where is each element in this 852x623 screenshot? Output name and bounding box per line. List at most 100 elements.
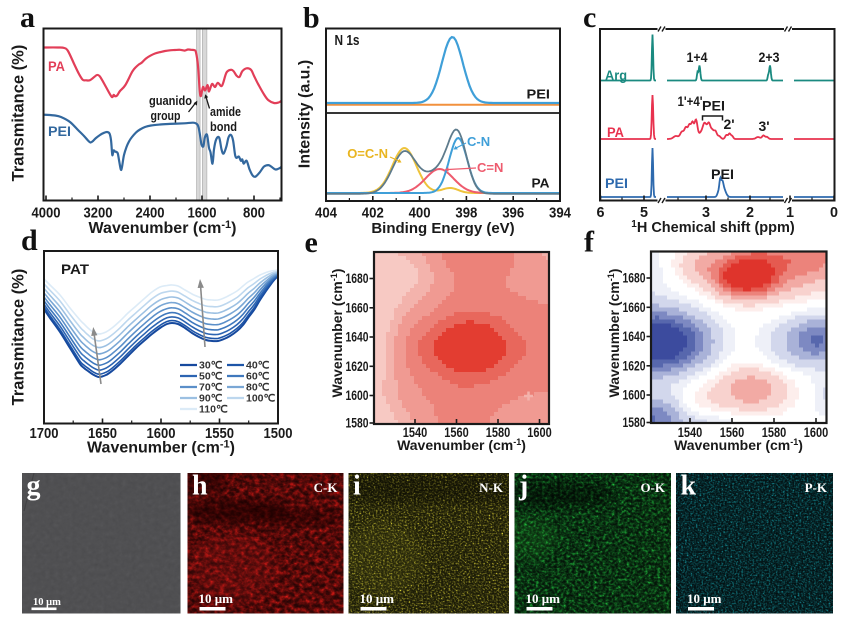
svg-text:a: a bbox=[20, 1, 35, 34]
svg-text:2+3: 2+3 bbox=[759, 49, 780, 65]
svg-text:C-K: C-K bbox=[314, 480, 339, 495]
svg-text:1580: 1580 bbox=[486, 424, 511, 440]
svg-text:PEI: PEI bbox=[711, 166, 734, 182]
svg-text:O=C-N: O=C-N bbox=[347, 146, 388, 161]
svg-text:N 1s: N 1s bbox=[335, 32, 360, 49]
svg-text:1580: 1580 bbox=[623, 415, 646, 430]
svg-text:Wavenumber (cm-1): Wavenumber (cm-1) bbox=[674, 437, 803, 453]
svg-text:amide: amide bbox=[210, 105, 241, 119]
svg-text:h: h bbox=[192, 471, 208, 502]
svg-text:110℃: 110℃ bbox=[199, 404, 228, 416]
svg-text:group: group bbox=[151, 109, 181, 123]
svg-text:50℃: 50℃ bbox=[199, 371, 223, 383]
svg-text:PEI: PEI bbox=[605, 176, 628, 191]
svg-text:80℃: 80℃ bbox=[246, 382, 270, 394]
svg-text:Transmitance (%): Transmitance (%) bbox=[10, 269, 28, 406]
svg-text:1H Chemical shift (ppm): 1H Chemical shift (ppm) bbox=[631, 219, 795, 236]
svg-text:1680: 1680 bbox=[346, 271, 369, 286]
svg-text:10 μm: 10 μm bbox=[687, 591, 722, 606]
svg-text:Wavenumber (cm-1): Wavenumber (cm-1) bbox=[89, 219, 237, 237]
svg-text:4000: 4000 bbox=[32, 205, 61, 222]
svg-text:Arg: Arg bbox=[605, 68, 627, 83]
svg-text:1600: 1600 bbox=[188, 205, 217, 222]
svg-text:d: d bbox=[21, 224, 38, 257]
svg-text:10 μm: 10 μm bbox=[199, 591, 234, 606]
svg-text:6: 6 bbox=[597, 204, 605, 221]
svg-text:C-N: C-N bbox=[467, 134, 490, 149]
svg-text:Wavenumber (cm-1): Wavenumber (cm-1) bbox=[87, 439, 235, 457]
svg-text:1600: 1600 bbox=[346, 388, 369, 403]
svg-text:b: b bbox=[303, 2, 320, 35]
svg-text:0: 0 bbox=[830, 204, 838, 221]
svg-text:guanido: guanido bbox=[149, 94, 192, 108]
svg-text:10 μm: 10 μm bbox=[360, 591, 395, 606]
svg-text:k: k bbox=[681, 471, 697, 502]
svg-text:1660: 1660 bbox=[623, 300, 646, 315]
svg-text:90℃: 90℃ bbox=[199, 393, 223, 405]
svg-text:1'+4': 1'+4' bbox=[678, 93, 703, 109]
svg-text:398: 398 bbox=[455, 205, 477, 222]
svg-text:396: 396 bbox=[502, 205, 524, 222]
svg-text:1600: 1600 bbox=[147, 425, 176, 442]
svg-text:10 μm: 10 μm bbox=[33, 597, 61, 608]
svg-text:1660: 1660 bbox=[346, 300, 369, 315]
svg-text:1: 1 bbox=[786, 204, 794, 221]
svg-text:e: e bbox=[305, 226, 318, 259]
svg-text:1560: 1560 bbox=[444, 424, 469, 440]
svg-text:400: 400 bbox=[409, 205, 431, 222]
svg-text:100℃: 100℃ bbox=[246, 393, 276, 405]
svg-text:Transmitance (%): Transmitance (%) bbox=[10, 45, 28, 182]
svg-text:3: 3 bbox=[702, 204, 710, 221]
svg-text:3200: 3200 bbox=[84, 205, 113, 222]
svg-text:1540: 1540 bbox=[403, 424, 428, 440]
svg-text:N-K: N-K bbox=[479, 480, 504, 495]
svg-text:3': 3' bbox=[758, 118, 769, 134]
svg-text:800: 800 bbox=[243, 205, 265, 222]
svg-text:70℃: 70℃ bbox=[199, 382, 223, 394]
svg-text:PA: PA bbox=[48, 59, 65, 74]
svg-text:g: g bbox=[27, 471, 41, 502]
svg-text:j: j bbox=[518, 471, 528, 502]
svg-text:1680: 1680 bbox=[623, 271, 646, 286]
svg-text:Intensity (a.u.): Intensity (a.u.) bbox=[297, 60, 314, 168]
svg-text:1580: 1580 bbox=[346, 416, 369, 431]
svg-text:f: f bbox=[584, 226, 595, 259]
svg-text:1700: 1700 bbox=[30, 425, 59, 442]
svg-text:PA: PA bbox=[607, 125, 624, 140]
svg-text:2': 2' bbox=[723, 116, 734, 132]
svg-text:30℃: 30℃ bbox=[199, 360, 223, 372]
svg-text:2: 2 bbox=[746, 204, 754, 221]
svg-text:i: i bbox=[353, 471, 361, 502]
svg-text:Wavenumber (cm-1): Wavenumber (cm-1) bbox=[397, 437, 526, 453]
svg-text:40℃: 40℃ bbox=[246, 360, 270, 372]
svg-text:1640: 1640 bbox=[623, 329, 646, 344]
svg-text:1550: 1550 bbox=[205, 425, 234, 442]
svg-text:402: 402 bbox=[362, 205, 384, 222]
svg-text:394: 394 bbox=[549, 205, 572, 222]
svg-text:404: 404 bbox=[315, 205, 338, 222]
svg-text:1560: 1560 bbox=[720, 424, 745, 440]
svg-text:PEI: PEI bbox=[48, 124, 71, 139]
svg-text:1600: 1600 bbox=[623, 388, 646, 403]
svg-text:60℃: 60℃ bbox=[246, 371, 270, 383]
svg-text:1620: 1620 bbox=[346, 359, 369, 374]
svg-text:PEI: PEI bbox=[702, 98, 725, 114]
svg-text:P-K: P-K bbox=[805, 480, 828, 495]
svg-text:10 μm: 10 μm bbox=[526, 591, 561, 606]
svg-text:Binding Energy (eV): Binding Energy (eV) bbox=[371, 220, 514, 237]
svg-text:PEI: PEI bbox=[527, 87, 551, 102]
svg-text:PAT: PAT bbox=[61, 261, 89, 277]
svg-text:5: 5 bbox=[640, 204, 648, 221]
svg-text:1640: 1640 bbox=[346, 330, 369, 345]
svg-text:1580: 1580 bbox=[762, 424, 787, 440]
svg-text:2400: 2400 bbox=[136, 205, 165, 222]
svg-text:1600: 1600 bbox=[804, 424, 829, 440]
svg-text:1500: 1500 bbox=[264, 425, 293, 442]
svg-text:1+4: 1+4 bbox=[687, 49, 708, 65]
svg-text:bond: bond bbox=[210, 120, 237, 134]
svg-text:1620: 1620 bbox=[623, 358, 646, 373]
svg-text:c: c bbox=[583, 1, 596, 34]
svg-text:C=N: C=N bbox=[477, 160, 503, 175]
svg-text:Wavenumber (cm-1): Wavenumber (cm-1) bbox=[329, 269, 345, 398]
svg-text:Wavenumber (cm-1): Wavenumber (cm-1) bbox=[606, 269, 622, 398]
